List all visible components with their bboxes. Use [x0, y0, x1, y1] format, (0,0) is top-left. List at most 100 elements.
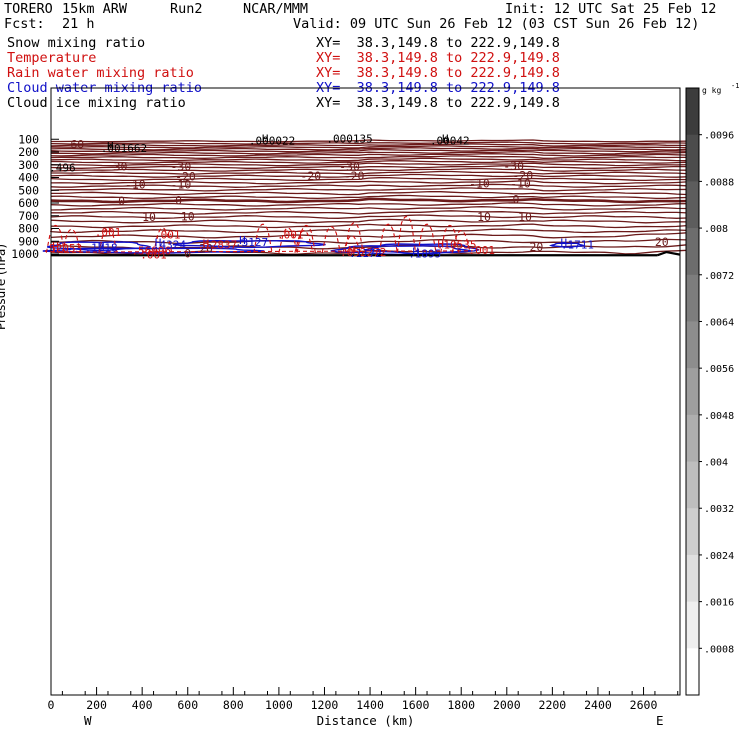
colorbar-unit-exponent: -1	[731, 82, 739, 90]
rain-water-contour	[378, 223, 398, 253]
rain-mixing-label: .12837	[197, 238, 237, 251]
colorbar-segment	[686, 648, 699, 696]
y-tick-label: 600	[18, 196, 39, 210]
temperature-label: 0	[118, 194, 125, 208]
temperature-contour	[50, 165, 698, 169]
colorbar-tick-label: .0032	[704, 504, 734, 515]
colorbar-segment	[686, 321, 699, 369]
high-marker: H	[98, 240, 105, 253]
field-temperature-xy: XY= 38.3,149.8 to 222.9,149.8	[316, 50, 560, 66]
colorbar-segment	[686, 181, 699, 229]
temperature-label: -10	[510, 176, 531, 190]
rain-mixing-label: .52053	[43, 242, 83, 255]
temperature-contour	[50, 148, 698, 153]
model-resolution: 15km ARW	[62, 1, 128, 17]
high-marker: H	[560, 237, 567, 250]
temperature-label: 20	[199, 242, 213, 256]
y-tick-label: 1000	[11, 247, 39, 261]
temperature-label: -20	[300, 169, 321, 183]
high-marker: H	[349, 244, 356, 257]
cloud-water-label: .3127	[235, 236, 268, 249]
temperature-label: 10	[477, 210, 491, 224]
x-tick-label: 1800	[447, 698, 475, 712]
colorbar-frame	[685, 87, 700, 696]
colorbar-tick-label: .0056	[704, 364, 734, 375]
high-marker: H	[412, 246, 419, 259]
rain-water-contour	[321, 226, 341, 253]
high-marker: H	[107, 140, 114, 153]
temperature-contour	[50, 187, 698, 192]
temperature-label: -30	[171, 160, 192, 174]
colorbar-segment	[686, 461, 699, 509]
cloud-water-contour	[549, 242, 586, 248]
model-name: TORERO	[4, 1, 53, 17]
rain-water-contour	[153, 227, 173, 253]
snow-mixing-label: .496	[49, 161, 76, 174]
field-snow-xy: XY= 38.3,149.8 to 222.9,149.8	[316, 35, 560, 51]
rain-mixing-label: .001	[468, 244, 495, 257]
colorbar-segment	[686, 508, 699, 556]
high-marker: H	[155, 236, 162, 249]
x-tick-label: 2200	[539, 698, 567, 712]
colorbar-tick-label: .0024	[704, 551, 734, 562]
temperature-contour	[50, 228, 698, 234]
colorbar-segment	[686, 554, 699, 603]
y-tick-label: 900	[18, 234, 39, 248]
y-tick-label: 200	[18, 145, 39, 159]
temperature-label: 20	[529, 240, 543, 254]
temperature-label: -20	[512, 169, 533, 183]
temperature-contour	[51, 190, 698, 196]
colorbar-unit: g kg	[702, 86, 721, 95]
temperature-contour	[50, 162, 698, 167]
temperature-contour	[50, 231, 698, 239]
rain-mixing-label: .001	[95, 226, 122, 239]
field-rain-xy: XY= 38.3,149.8 to 222.9,149.8	[316, 65, 560, 81]
field-cloud-ice-label: Cloud ice mixing ratio	[7, 95, 186, 111]
temperature-contour	[50, 157, 698, 162]
temperature-contour	[51, 210, 698, 215]
field-snow-label: Snow mixing ratio	[7, 35, 146, 51]
field-temperature-label: Temperature	[7, 50, 97, 66]
temperature-label: -30	[503, 159, 524, 173]
colorbar-tick-label: .0088	[704, 177, 734, 188]
colorbar-tick-label: .004	[704, 458, 728, 469]
colorbar-tick-label: .0064	[704, 317, 734, 328]
high-marker: H	[442, 132, 449, 145]
temperature-contour	[50, 202, 698, 207]
high-marker: H	[203, 238, 210, 251]
rain-water-contour	[278, 227, 298, 253]
temperature-label: -20	[344, 169, 365, 183]
y-tick-label: 700	[18, 209, 39, 223]
cloud-water-label: .1711	[561, 238, 594, 251]
temperature-label: -30	[107, 160, 128, 174]
rain-mixing-label: .10535	[437, 239, 477, 252]
temperature-label: 10	[181, 210, 195, 224]
temperature-contour	[50, 223, 698, 229]
rain-water-contour	[294, 230, 314, 253]
plot-frame	[50, 87, 681, 696]
colorbar-tick-label: .0016	[704, 598, 734, 609]
x-tick-label: 1400	[356, 698, 384, 712]
rain-water-contour	[417, 223, 437, 253]
temperature-label: 0	[184, 246, 191, 260]
temperature-contour	[51, 150, 698, 155]
temperature-contour	[50, 141, 698, 145]
temperature-contour	[50, 218, 698, 224]
temperature-contour	[50, 143, 698, 147]
colorbar-tick-label: .0008	[704, 644, 734, 655]
y-tick-label: 300	[18, 158, 39, 172]
rain-water-contour	[296, 224, 316, 253]
cloud-water-contour	[330, 245, 472, 256]
valid-time: Valid: 09 UTC Sun 26 Feb 12 (03 CST Sun …	[293, 16, 700, 32]
rain-water-contour	[61, 228, 82, 253]
temperature-contour	[50, 147, 698, 151]
x-axis-label: Distance (km)	[317, 713, 415, 728]
y-tick-label: 400	[18, 171, 39, 185]
temperature-contour	[50, 214, 698, 219]
rain-mixing-label: .001	[140, 248, 167, 261]
temperature-label: 0	[512, 192, 519, 206]
colorbar-tick-label: .008	[704, 224, 728, 235]
x-tick-label: 200	[86, 698, 107, 712]
temperature-contour	[50, 238, 698, 244]
snow-mixing-label: .000022	[249, 134, 295, 147]
